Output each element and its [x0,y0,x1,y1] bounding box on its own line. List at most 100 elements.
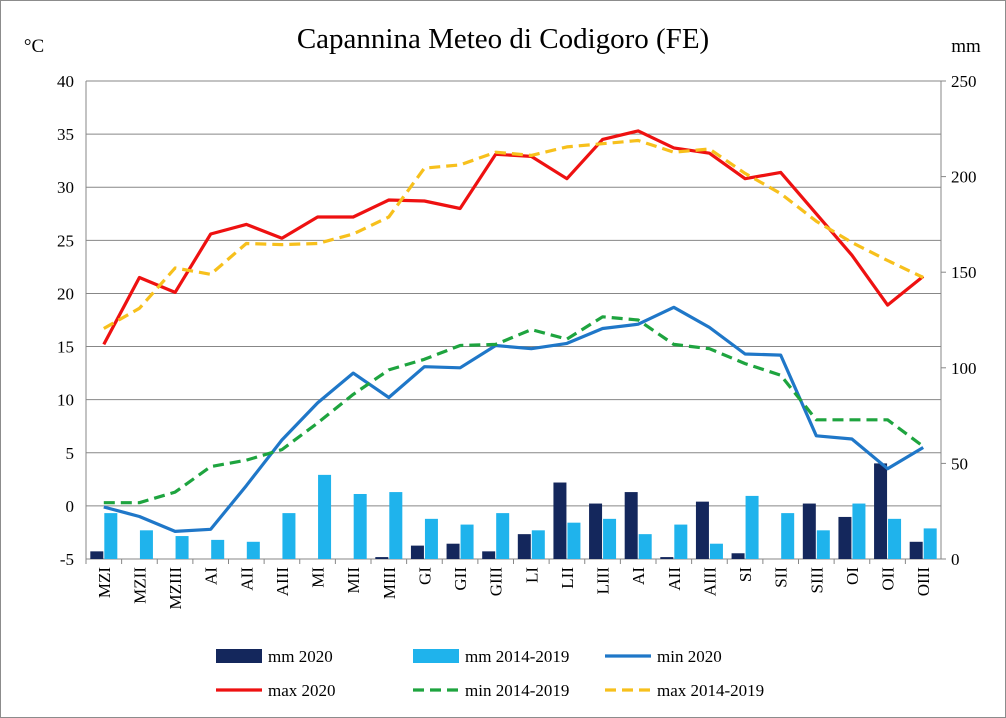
bar-mm-2014-2019 [638,534,652,559]
x-tick-label: MI [309,567,328,588]
bar-mm-2014-2019 [745,495,759,559]
bar-mm-2020 [90,551,104,559]
bar-mm-2020 [553,482,567,559]
bar-mm-2020 [731,553,745,559]
bar-mm-2014-2019 [104,513,118,559]
x-tick-label: AI [629,567,648,585]
bar-mm-2020 [874,463,888,559]
bar-mm-2014-2019 [888,518,902,559]
x-tick-label: MZIII [166,567,185,610]
x-tick-label: LI [522,567,541,583]
bar-mm-2014-2019 [353,493,367,559]
y-left-tick-label: 5 [66,444,75,463]
bar-mm-2014-2019 [781,513,795,559]
x-tick-label: OIII [914,567,933,597]
legend: mm 2020 mm 2014-2019 min 2020 max 2020 min 2… [216,647,764,700]
line-min-2014-2019 [103,315,925,505]
x-tick-label: GII [451,567,470,591]
bar-mm-2020 [838,516,852,559]
right-axis-unit: mm [951,36,981,57]
bar-mm-2014-2019 [139,530,153,559]
y-left-tick-label: 20 [57,284,74,303]
bar-mm-2014-2019 [424,518,438,559]
x-tick-label: MZII [130,567,149,604]
y-right-tick-label: 200 [951,168,977,187]
bar-mm-2014-2019 [531,530,545,559]
x-tick-label: OI [843,567,862,585]
x-tick-label: AIII [273,567,292,597]
x-tick-label: GIII [487,567,506,597]
bar-mm-2014-2019 [246,541,260,559]
y-left-tick-label: 40 [57,72,74,91]
bar-mm-2014-2019 [318,474,332,559]
x-tick-label: GI [415,567,434,585]
bar-mm-2020 [624,492,638,559]
x-tick-label: AII [237,567,256,591]
bar-mm-2020 [660,557,674,559]
bar-mm-2020 [375,557,389,559]
bar-mm-2020 [482,551,496,559]
bar-mm-2014-2019 [175,536,189,559]
bar-mm-2014-2019 [852,503,866,559]
x-tick-label: AI [202,567,221,585]
bar-mm-2014-2019 [460,524,474,559]
line-min-2020 [103,305,925,534]
x-tick-label: LIII [594,567,613,595]
bar-mm-2014-2019 [389,492,403,559]
y-left-tick-label: -5 [60,550,74,569]
lines-layer [102,129,925,534]
y-right-tick-label: 100 [951,359,977,378]
legend-label: mm 2014-2019 [465,647,569,666]
bar-mm-2020 [695,501,709,559]
bar-mm-2014-2019 [603,518,617,559]
bar-mm-2014-2019 [674,524,688,559]
bar-mm-2020 [517,534,531,559]
legend-label: max 2014-2019 [657,681,764,700]
bar-mm-2014-2019 [211,539,225,559]
chart-title: Capannina Meteo di Codigoro (FE) [297,23,709,55]
legend-label: max 2020 [268,681,336,700]
bar-mm-2014-2019 [923,528,937,559]
y-right-tick-label: 150 [951,263,977,282]
x-tick-label: AII [665,567,684,591]
bar-mm-2014-2019 [816,530,830,559]
x-tick-label: MIII [380,567,399,599]
bar-mm-2014-2019 [282,513,296,559]
legend-label: min 2020 [657,647,722,666]
line-max-2020 [102,129,925,346]
line-max-2014-2019 [103,138,924,330]
bar-mm-2020 [589,503,603,559]
legend-swatch [216,649,262,663]
y-left-tick-label: 25 [57,231,74,250]
bar-mm-2020 [802,503,816,559]
x-tick-label: MZI [95,567,114,599]
y-right-tick-label: 250 [951,72,977,91]
y-left-tick-label: 0 [66,497,75,516]
y-right-tick-label: 50 [951,454,968,473]
legend-swatch [413,649,459,663]
bar-mm-2014-2019 [567,522,581,559]
x-tick-label: AIII [700,567,719,597]
legend-label: mm 2020 [268,647,333,666]
x-tick-label: SII [772,567,791,588]
y-left-tick-label: 15 [57,338,74,357]
x-tick-label: SIII [807,567,826,594]
y-right-tick-label: 0 [951,550,960,569]
bar-mm-2014-2019 [496,513,510,559]
x-tick-label: MII [344,567,363,594]
x-tick-label: SI [736,567,755,582]
bar-mm-2020 [909,541,923,559]
x-tick-label: OII [879,567,898,591]
y-left-tick-label: 35 [57,125,74,144]
bar-mm-2020 [410,545,424,559]
left-axis-unit: °C [24,36,44,57]
y-left-tick-label: 10 [57,391,74,410]
bars-layer [90,463,937,559]
legend-label: min 2014-2019 [465,681,569,700]
x-tick-label: LII [558,567,577,589]
y-left-tick-label: 30 [57,178,74,197]
bar-mm-2020 [446,543,460,559]
